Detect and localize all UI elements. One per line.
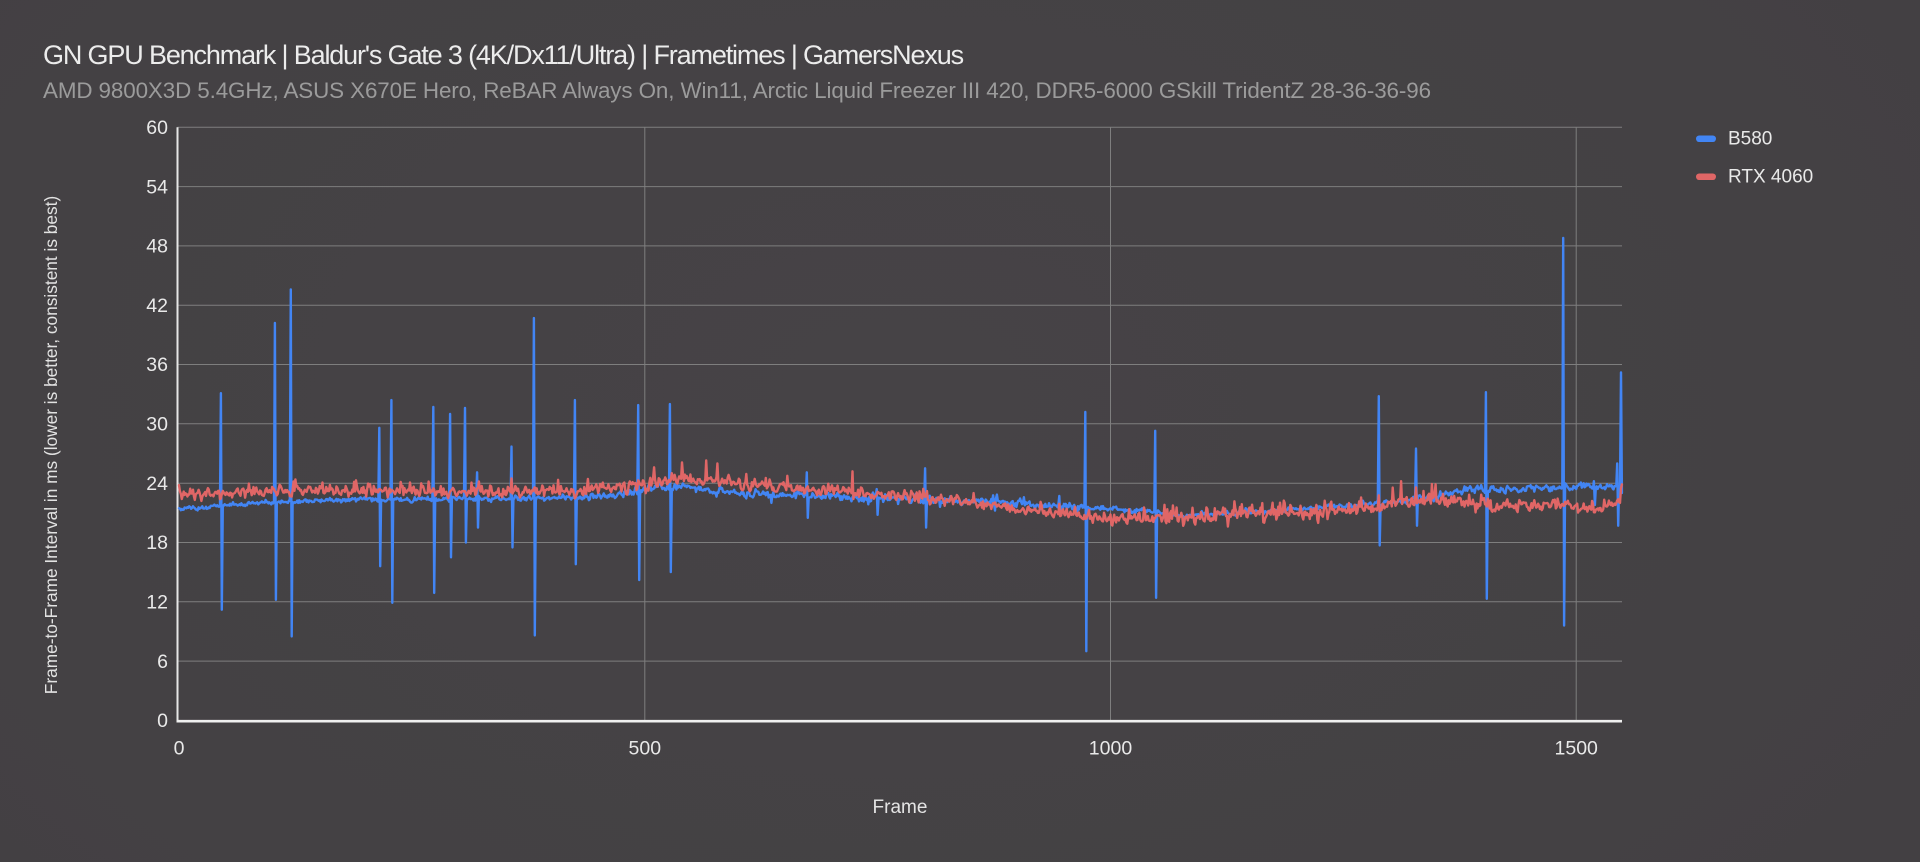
- svg-text:42: 42: [146, 295, 168, 317]
- svg-text:6: 6: [157, 651, 168, 673]
- svg-text:0: 0: [174, 738, 185, 760]
- svg-text:B580: B580: [1728, 128, 1772, 149]
- svg-text:Frame-to-Frame Interval in ms: Frame-to-Frame Interval in ms (lower is …: [41, 196, 61, 694]
- svg-text:Frame: Frame: [873, 797, 928, 818]
- svg-text:18: 18: [146, 532, 168, 554]
- svg-text:0: 0: [157, 710, 168, 732]
- svg-text:500: 500: [629, 738, 662, 760]
- svg-text:24: 24: [146, 473, 168, 495]
- svg-text:54: 54: [146, 176, 168, 198]
- svg-text:12: 12: [146, 592, 168, 614]
- svg-text:GN GPU Benchmark | Baldur's Ga: GN GPU Benchmark | Baldur's Gate 3 (4K/D…: [43, 40, 964, 70]
- svg-text:60: 60: [146, 117, 168, 139]
- svg-text:RTX 4060: RTX 4060: [1728, 166, 1813, 187]
- svg-text:1000: 1000: [1089, 738, 1133, 760]
- svg-text:36: 36: [146, 354, 168, 376]
- svg-text:30: 30: [146, 414, 168, 436]
- svg-text:1500: 1500: [1555, 738, 1599, 760]
- svg-text:48: 48: [146, 236, 168, 258]
- svg-text:AMD 9800X3D 5.4GHz, ASUS X670E: AMD 9800X3D 5.4GHz, ASUS X670E Hero, ReB…: [43, 78, 1431, 103]
